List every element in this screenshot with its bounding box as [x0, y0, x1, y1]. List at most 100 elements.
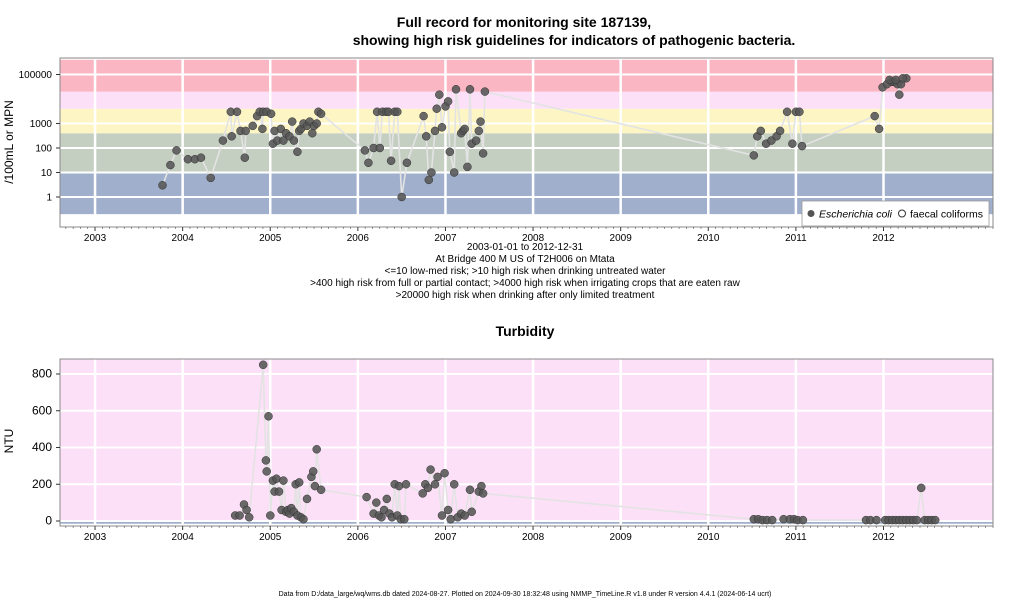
data-point [266, 511, 275, 520]
grid-lines [60, 58, 993, 227]
band-2 [60, 108, 993, 134]
x-tick-label: 2008 [522, 233, 545, 244]
data-point [788, 139, 797, 148]
data-point [476, 117, 485, 126]
legend: Escherichia coli faecal coliforms [801, 200, 990, 227]
data-point [244, 513, 254, 522]
caption-line: <=10 low-med risk; >10 high risk when dr… [385, 266, 667, 277]
data-point [477, 481, 486, 491]
data-point [402, 158, 412, 168]
data-point [299, 514, 308, 524]
x-tick-label: 2009 [610, 532, 633, 543]
data-point [460, 124, 469, 134]
data-point [767, 515, 777, 525]
data-point [430, 126, 440, 136]
data-point [898, 74, 908, 83]
data-point [235, 511, 244, 520]
data-point [386, 156, 396, 166]
data-point [248, 121, 257, 131]
x-tick-label: 2009 [610, 233, 633, 244]
data-point [372, 498, 381, 507]
band-1 [60, 133, 993, 173]
data-point [474, 126, 484, 136]
data-point [362, 492, 371, 502]
caption-line: >400 high risk from full or partial cont… [310, 278, 740, 289]
x-tick-label: 2006 [347, 532, 370, 543]
data-point [440, 468, 449, 478]
y-tick-label: 0 [45, 514, 52, 528]
data-point [460, 511, 469, 520]
data-point [293, 147, 302, 157]
data-point [874, 124, 884, 134]
data-point [166, 160, 175, 170]
turbidity-title: Turbidity [496, 323, 555, 339]
data-point [377, 513, 386, 522]
data-point [465, 85, 475, 94]
x-tick-label: 2012 [872, 233, 895, 244]
data-point [443, 97, 453, 106]
data-point [308, 467, 318, 476]
caption-line: 2003-01-01 to 2012-12-31 [467, 242, 584, 253]
plot-frame [59, 358, 994, 527]
data-point [430, 480, 440, 489]
data-point [310, 481, 320, 491]
x-tick-label: 2008 [522, 532, 545, 543]
data-point [930, 515, 940, 525]
data-point [435, 90, 444, 99]
band-1 [60, 359, 993, 521]
data-point [749, 151, 759, 160]
data-point [795, 107, 804, 117]
data-point [478, 149, 488, 158]
data-point [480, 87, 490, 96]
data-point [375, 143, 385, 153]
data-point [382, 494, 392, 504]
footer-note: Data from D:/data_large/wq/wms.db dated … [279, 591, 772, 598]
risk-bands [60, 59, 993, 215]
x-tick-label: 2006 [347, 233, 370, 244]
data-point [421, 132, 431, 141]
series-points [158, 74, 911, 202]
data-point [433, 472, 442, 482]
data-point [279, 136, 288, 145]
data-point [261, 456, 271, 465]
x-tick-label: 2004 [172, 532, 195, 543]
data-point [272, 474, 281, 483]
data-point [451, 85, 461, 94]
turbidity-bands [60, 359, 993, 524]
data-point [302, 494, 312, 504]
chart-title-line2: showing high risk guidelines for indicat… [353, 32, 796, 48]
data-point [264, 412, 273, 421]
data-point [446, 514, 455, 524]
data-point [227, 132, 236, 141]
legend-box [801, 200, 990, 227]
x-tick-label: 2012 [872, 532, 895, 543]
grid-lines [60, 359, 993, 526]
x-tick-label: 2010 [697, 532, 720, 543]
y-tick-label: 400 [32, 440, 52, 454]
data-point [397, 192, 406, 202]
data-point [423, 483, 433, 493]
x-tick-label: 2010 [697, 233, 720, 244]
y-tick-label: 100000 [19, 70, 53, 81]
x-tick-label: 2004 [172, 233, 195, 244]
data-point [400, 514, 409, 524]
data-point [478, 489, 488, 498]
data-point [891, 75, 901, 85]
data-point [241, 126, 250, 136]
legend-label-faecal: faecal coliforms [910, 209, 983, 221]
data-point [287, 117, 297, 126]
data-point [437, 511, 447, 520]
data-point [266, 109, 276, 119]
data-point [870, 111, 879, 121]
x-axis: 2003 2004 2005 2006 2007 2008 2009 2010 2011 2012 [65, 227, 994, 244]
y-axis: 1 10 100 1000 100000 [19, 70, 60, 204]
data-point [798, 515, 808, 525]
data-point [424, 175, 434, 185]
legend-marker-faecal [898, 209, 906, 218]
data-point [172, 146, 181, 155]
data-point [312, 445, 321, 454]
x-axis: 2003 2004 2005 2006 2007 2008 2009 2010 2011 2012 [65, 526, 994, 543]
x-tick-label: 2011 [785, 532, 807, 543]
band-3 [60, 91, 993, 109]
y-tick-label: 10 [41, 168, 53, 179]
